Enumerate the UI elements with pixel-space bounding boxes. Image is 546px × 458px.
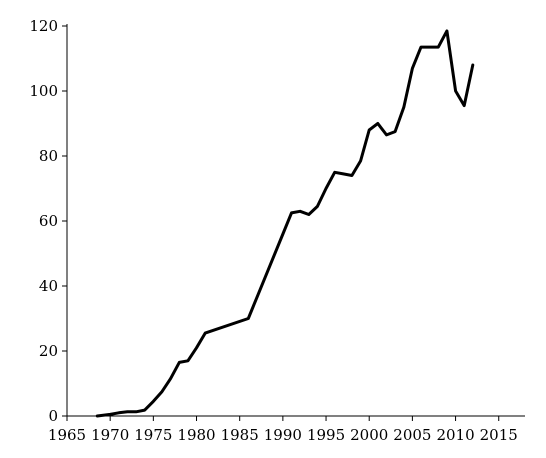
x-tick-label: 1975	[134, 426, 172, 444]
x-axis-ticks: 1965 1970 1975 1980 1985 1990 1995 2000 2005 2010…	[48, 416, 518, 444]
y-tick-label: 40	[39, 277, 58, 295]
x-tick-label: 1985	[221, 426, 259, 444]
x-tick-label: 1970	[91, 426, 129, 444]
x-tick-label: 2010	[436, 426, 474, 444]
x-tick-label: 2000	[350, 426, 388, 444]
x-tick-label: 2005	[393, 426, 431, 444]
x-tick-label: 1965	[48, 426, 86, 444]
y-tick-label: 20	[39, 342, 58, 360]
y-tick-label: 60	[39, 212, 58, 230]
x-tick-label: 1990	[264, 426, 302, 444]
y-tick-label: 80	[39, 147, 58, 165]
y-axis-ticks: 0 20 40 60 80 100 120	[29, 17, 67, 425]
x-tick-label: 2015	[480, 426, 518, 444]
y-tick-label: 120	[29, 17, 58, 35]
x-tick-label: 1980	[177, 426, 215, 444]
x-tick-label: 1995	[307, 426, 345, 444]
y-tick-label: 100	[29, 82, 58, 100]
y-tick-label: 0	[48, 407, 58, 425]
series-line	[95, 29, 475, 418]
